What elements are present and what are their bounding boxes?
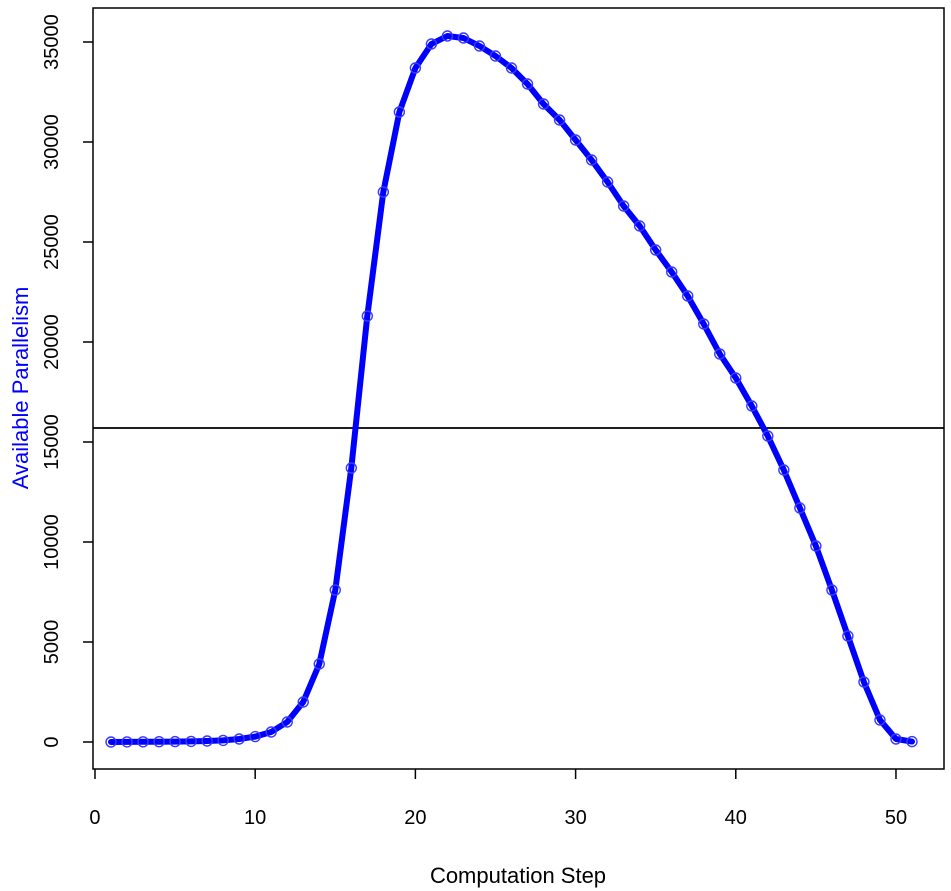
y-tick-label: 15000 [41, 414, 63, 470]
data-point [585, 154, 598, 166]
y-axis-title: Available Parallelism [8, 287, 33, 490]
x-tick-label: 10 [244, 807, 266, 829]
data-point [649, 244, 662, 256]
data-point [201, 735, 213, 747]
data-point [409, 62, 422, 74]
y-tick-label: 30000 [41, 114, 63, 170]
data-point [601, 176, 614, 188]
data-point [105, 736, 117, 748]
data-point [441, 30, 454, 42]
y-tick-label: 35000 [41, 14, 63, 70]
data-point [826, 584, 838, 596]
data-point [249, 730, 261, 743]
data-point [313, 658, 325, 670]
data-point [858, 676, 870, 688]
y-tick-label: 20000 [41, 314, 63, 370]
data-point [489, 50, 502, 62]
data-point [617, 200, 630, 212]
x-tick-label: 40 [725, 807, 747, 829]
data-point [297, 696, 309, 708]
data-point [794, 502, 806, 514]
data-point [746, 400, 758, 412]
x-tick-label: 30 [564, 807, 586, 829]
data-point [810, 540, 822, 552]
data-point [842, 630, 854, 642]
y-tick-label: 5000 [41, 620, 63, 665]
data-point [730, 372, 742, 384]
y-tick-label: 0 [41, 736, 63, 747]
data-point [137, 736, 149, 748]
y-axis: 0 5000 10000 15000 20000 25000 30000 35000 [41, 14, 93, 748]
data-point [329, 584, 341, 596]
data-point [345, 462, 357, 474]
data-point [281, 716, 293, 728]
data-point [361, 310, 374, 322]
data-point [185, 735, 197, 748]
x-axis: 0 10 20 30 40 50 [89, 769, 907, 829]
series-line [108, 33, 915, 745]
data-point [553, 114, 566, 126]
y-tick-label: 25000 [41, 214, 63, 270]
data-point [569, 134, 582, 146]
data-point [762, 430, 774, 442]
x-axis-title: Computation Step [430, 863, 606, 888]
data-point [698, 318, 710, 330]
x-tick-label: 0 [89, 807, 100, 829]
series-layer [105, 30, 918, 748]
plot-frame [92, 7, 945, 770]
data-point [537, 98, 550, 110]
data-point [666, 266, 678, 278]
data-point [169, 735, 181, 748]
x-tick-label: 20 [404, 807, 426, 829]
data-point [233, 733, 245, 745]
data-point [425, 38, 438, 50]
data-point [377, 186, 390, 198]
y-tick-label: 10000 [41, 514, 63, 570]
data-point [906, 735, 918, 748]
data-point [153, 736, 165, 748]
data-point [393, 106, 406, 118]
data-point [778, 464, 790, 476]
data-point [473, 40, 486, 52]
x-tick-label: 50 [885, 807, 907, 829]
data-point [682, 290, 694, 302]
data-point [633, 220, 646, 232]
data-point [874, 714, 886, 726]
data-point [265, 726, 277, 738]
data-point [890, 733, 902, 745]
data-point [505, 62, 518, 74]
data-point [714, 348, 726, 360]
data-point [457, 32, 470, 44]
data-point [121, 736, 133, 748]
data-point [217, 734, 229, 747]
data-point [521, 78, 534, 90]
